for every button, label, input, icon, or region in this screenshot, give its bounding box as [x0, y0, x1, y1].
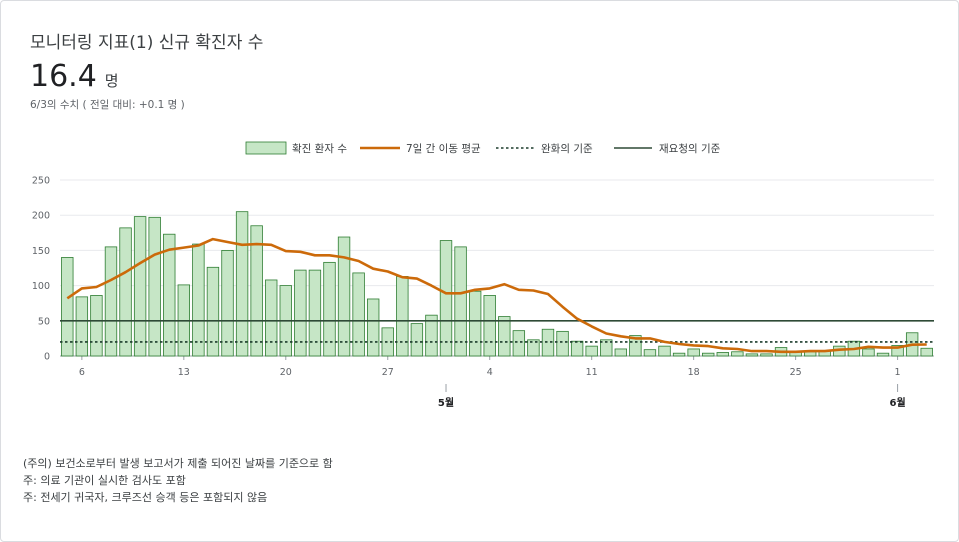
bar — [425, 314, 438, 357]
bar — [468, 290, 482, 357]
bar — [556, 330, 569, 357]
bar — [323, 261, 336, 357]
bar — [687, 348, 700, 357]
x-tick-label: 4 — [487, 367, 493, 378]
x-tick-label: 6 — [79, 367, 85, 378]
bar — [570, 340, 584, 357]
note-line: 주: 전세기 귀국자, 크루즈선 승객 등은 포함되지 않음 — [23, 491, 268, 504]
bar — [265, 279, 278, 357]
note-line: (주의) 보건소로부터 발생 보고서가 제출 되어진 날짜를 기준으로 함 — [23, 457, 333, 470]
x-tick-label: 1 — [895, 367, 901, 378]
bar — [163, 233, 176, 357]
y-tick-label: 150 — [32, 246, 50, 257]
bar — [483, 295, 496, 357]
bar — [294, 269, 307, 357]
y-tick-label: 50 — [38, 316, 50, 327]
bar — [337, 236, 351, 357]
bar — [410, 323, 424, 357]
bar — [862, 348, 875, 357]
current-value-number: 16.4 — [30, 59, 97, 94]
x-tick-label: 11 — [586, 367, 598, 378]
y-tick-label: 200 — [32, 211, 50, 222]
bar — [104, 246, 118, 357]
bar — [512, 330, 526, 357]
bar — [672, 352, 686, 357]
bar — [731, 351, 744, 357]
chart-svg: 0 50 100 150 200 250 6 13 20 27 4 11 18 25 1 5월 6월 확진 환자 … — [32, 141, 934, 409]
bar — [119, 227, 132, 357]
bar — [250, 225, 263, 357]
legend-label: 재요청의 기준 — [659, 143, 721, 155]
value-subtitle: 6/3의 수치 ( 전일 대비: +0.1 명 ) — [30, 99, 185, 111]
bar — [90, 295, 103, 357]
note-line: 주: 의료 기관이 실시한 검사도 포함 — [23, 474, 186, 487]
notes: (주의) 보건소로부터 발생 보고서가 제출 되어진 날짜를 기준으로 함 주:… — [23, 455, 333, 506]
legend-swatch-bar — [245, 141, 287, 155]
bar — [643, 349, 657, 357]
bar — [498, 316, 511, 357]
bar — [745, 353, 759, 357]
bar — [585, 345, 598, 357]
bar — [366, 298, 380, 357]
bar — [658, 345, 671, 357]
bar — [920, 347, 933, 357]
bar — [192, 243, 205, 357]
bar — [308, 269, 322, 357]
bar — [716, 352, 729, 357]
bar — [614, 348, 627, 357]
y-tick-label: 0 — [44, 352, 50, 363]
current-value-unit: 명 — [104, 72, 119, 90]
bar — [61, 257, 74, 357]
bar — [75, 296, 89, 357]
bar — [396, 276, 409, 357]
bar — [876, 352, 890, 357]
x-tick-label: 25 — [790, 367, 802, 378]
bar — [235, 211, 249, 357]
bar — [760, 353, 773, 357]
moving-average-line — [66, 237, 927, 354]
bar — [206, 266, 220, 357]
bar — [352, 272, 365, 357]
x-tick-label: 27 — [382, 367, 394, 378]
legend-label: 확진 환자 수 — [292, 142, 347, 155]
y-tick-label: 250 — [32, 176, 50, 187]
x-tick-label: 18 — [688, 367, 700, 378]
bar — [702, 352, 715, 357]
x-tick-label: 13 — [178, 367, 190, 378]
chart-title: 모니터링 지표(1) 신규 확진자 수 — [30, 33, 264, 53]
current-value: 16.4 명 — [30, 59, 119, 94]
bar — [148, 216, 161, 357]
bar — [439, 240, 453, 357]
legend-label: 7일 간 이동 평균 — [406, 142, 481, 155]
month-label: 5월 — [438, 397, 454, 409]
month-label: 6월 — [889, 397, 905, 409]
x-tick-label: 20 — [280, 367, 292, 378]
bar — [527, 339, 540, 357]
bar — [629, 335, 642, 357]
y-tick-label: 100 — [32, 281, 50, 292]
bar — [891, 345, 904, 357]
bar — [221, 249, 234, 357]
bar — [454, 246, 467, 357]
bar — [600, 339, 613, 357]
legend-label: 완화의 기준 — [541, 142, 593, 155]
bar — [133, 216, 147, 357]
